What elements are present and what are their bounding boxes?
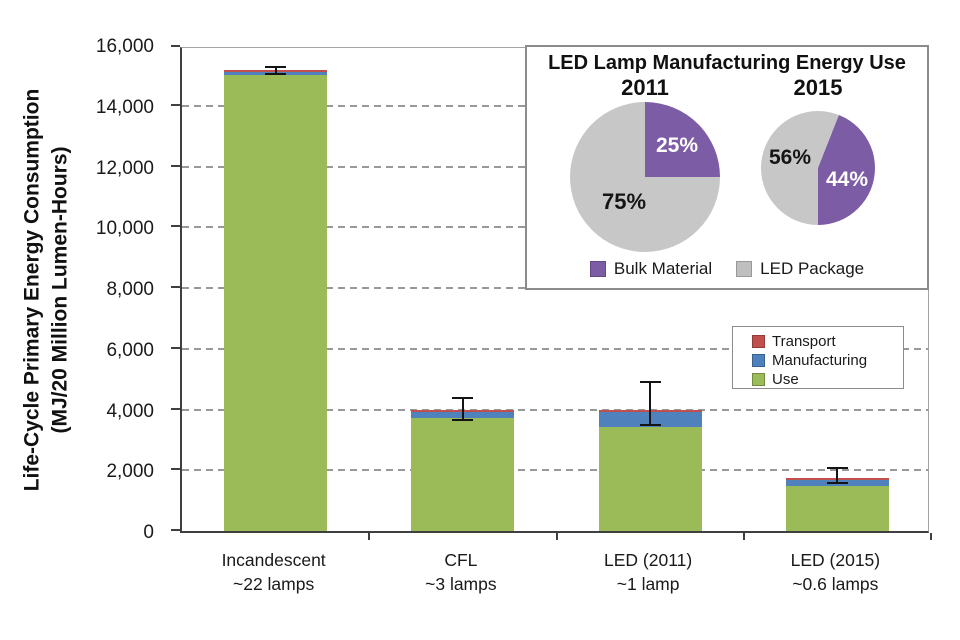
- bar-segment-use: [224, 75, 328, 531]
- pie-2015-bulk-label: 44%: [825, 168, 869, 191]
- inset-legend-label: LED Package: [760, 259, 865, 278]
- x-axis-tick: [368, 533, 371, 540]
- pie-2011-year-label: 2011: [621, 75, 669, 100]
- gridline: [182, 408, 928, 411]
- category-label-line1: CFL: [444, 550, 478, 570]
- legend-swatch-icon: [752, 353, 765, 367]
- legend-label: Use: [772, 370, 799, 388]
- category-label-line2: ~22 lamps: [233, 573, 315, 594]
- y-axis-tick: [171, 286, 180, 288]
- pie-2015-package-label: 56%: [768, 146, 812, 169]
- category-label: CFL ~3 lamps: [367, 549, 554, 596]
- inset-title: LED Lamp Manufacturing Energy Use: [548, 52, 906, 74]
- category-label-line2: ~3 lamps: [425, 573, 497, 594]
- inset-panel: LED Lamp Manufacturing Energy Use 2011 2…: [525, 45, 929, 290]
- bar-segment-use: [598, 427, 702, 531]
- y-tick-label: 10,000: [95, 218, 154, 240]
- x-axis-category-labels: Incandescent ~22 lamps CFL ~3 lamps LED (201…: [180, 549, 929, 609]
- inset-legend-label: Bulk Material: [613, 259, 713, 278]
- legend-swatch-icon: [752, 372, 765, 386]
- category-label: LED (2015) ~0.6 lamps: [742, 549, 929, 596]
- x-axis-tick: [742, 533, 745, 540]
- category-label: LED (2011) ~1 lamp: [555, 549, 742, 596]
- category-label-line1: Incandescent: [221, 550, 326, 570]
- error-bar-cap: [452, 419, 474, 422]
- y-tick-label: 12,000: [95, 157, 154, 179]
- y-axis-tick-labels: 0 2,000 4,000 6,000 8,000 10,000 12,000 14,000 1…: [0, 36, 168, 543]
- error-bar-cap: [826, 482, 848, 485]
- y-tick-label: 6,000: [106, 339, 154, 361]
- y-tick-label: 0: [143, 522, 154, 543]
- inset-legend-swatch-icon: [589, 261, 606, 277]
- pie-chart-2015: [761, 111, 875, 225]
- y-tick-label: 16,000: [95, 36, 154, 57]
- legend-item: Manufacturing: [752, 351, 903, 369]
- bar-segment-use: [411, 417, 515, 531]
- legend-item: Transport: [752, 332, 903, 350]
- error-bar: [461, 397, 464, 421]
- category-label-line1: LED (2011): [604, 550, 693, 570]
- pie-2015-year-label: 2015: [793, 75, 843, 100]
- inset-legend-item: LED Package: [736, 259, 864, 279]
- y-axis-tick: [171, 407, 180, 410]
- x-axis-tick: [930, 533, 932, 540]
- error-bar: [836, 468, 839, 484]
- error-bar: [274, 67, 277, 74]
- legend-item: Use: [752, 370, 903, 388]
- pie-chart-2011: [570, 102, 720, 252]
- x-axis-tick: [555, 533, 558, 540]
- legend-label: Transport: [772, 332, 836, 350]
- category-label-line2: ~1 lamp: [616, 573, 680, 594]
- y-tick-label: 8,000: [106, 279, 154, 300]
- y-axis-tick: [171, 468, 180, 471]
- y-axis-tick: [171, 164, 180, 167]
- error-bar: [649, 382, 652, 425]
- gridline: [182, 469, 928, 472]
- y-tick-label: 14,000: [95, 96, 154, 118]
- error-bar-cap: [265, 72, 287, 75]
- gridline: [182, 347, 928, 350]
- inset-legend: Bulk Material LED Package: [527, 259, 927, 279]
- y-axis-tick: [171, 529, 180, 531]
- y-axis-tick: [171, 45, 180, 47]
- legend-swatch-icon: [752, 334, 765, 348]
- chart-legend: Transport Manufacturing Use: [732, 326, 904, 389]
- y-tick-label: 4,000: [106, 400, 154, 422]
- category-label: Incandescent ~22 lamps: [180, 549, 367, 596]
- category-label-line2: ~0.6 lamps: [792, 573, 879, 594]
- error-bar-cap: [639, 381, 661, 384]
- error-bar-cap: [639, 424, 661, 426]
- pie-2011-bulk-label: 25%: [655, 134, 699, 157]
- error-bar-cap: [452, 396, 474, 399]
- legend-label: Manufacturing: [772, 351, 868, 369]
- bar-segment-use: [785, 485, 889, 531]
- error-bar-cap: [265, 66, 287, 69]
- inset-legend-item: Bulk Material: [589, 259, 713, 279]
- y-axis-tick: [171, 103, 180, 106]
- error-bar-cap: [826, 467, 848, 470]
- category-label-line1: LED (2015): [790, 550, 881, 570]
- y-axis-tick: [171, 346, 180, 349]
- inset-legend-swatch-icon: [736, 261, 753, 277]
- y-axis-tick: [171, 225, 180, 228]
- pie-2011-package-label: 75%: [601, 189, 647, 214]
- y-tick-label: 2,000: [106, 461, 154, 483]
